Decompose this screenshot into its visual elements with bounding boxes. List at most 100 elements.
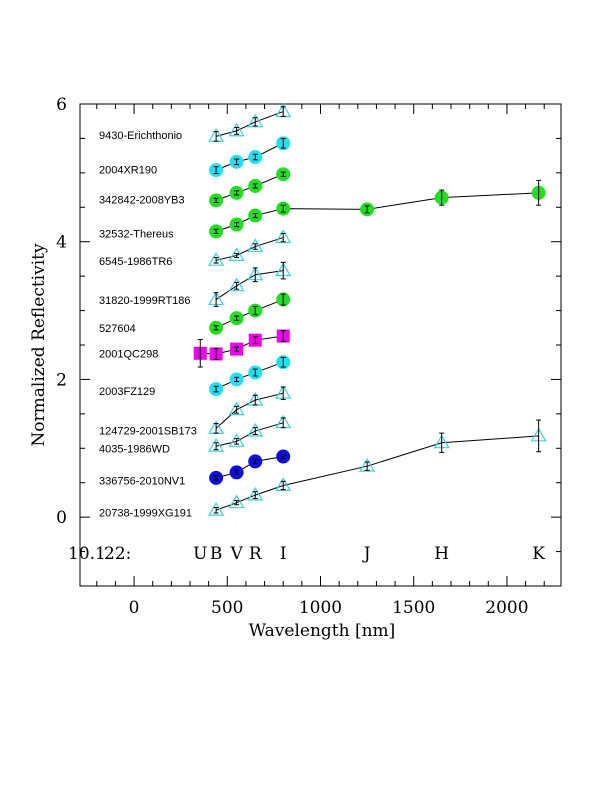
error-bar xyxy=(234,315,240,321)
x-tick-label: 1000 xyxy=(299,598,342,618)
error-bar xyxy=(252,368,258,377)
error-bar xyxy=(234,158,240,166)
data-point-triangle xyxy=(275,477,292,491)
error-bar xyxy=(280,386,286,400)
error-bar xyxy=(364,205,370,214)
series-label: 124729-2001SB173 xyxy=(99,425,197,437)
series-label: 336756-2010NV1 xyxy=(99,476,185,488)
x-tick-label: 1500 xyxy=(392,598,435,618)
x-axis-tick-labels: 0 500 1000 1500 2000 xyxy=(129,598,529,618)
error-bar xyxy=(234,252,240,259)
band-row-id: 22: xyxy=(104,544,131,564)
error-bar xyxy=(280,356,286,368)
error-bar xyxy=(252,394,258,406)
band-letter: U xyxy=(193,544,207,564)
error-bar xyxy=(364,461,370,471)
data-point-triangle xyxy=(228,433,245,447)
error-bar xyxy=(252,267,258,283)
band-letter: I xyxy=(280,544,287,564)
error-bar xyxy=(234,469,240,475)
error-bar xyxy=(234,346,240,352)
series-line xyxy=(215,111,284,137)
error-bar xyxy=(252,305,258,316)
y-axis-tick-labels: 0 2 4 6 xyxy=(56,95,67,528)
error-bar xyxy=(252,183,258,189)
band-letter: V xyxy=(229,544,243,564)
error-bar xyxy=(213,422,219,434)
data-point-triangle xyxy=(208,252,225,266)
error-bar xyxy=(234,190,240,196)
error-bar xyxy=(280,204,286,213)
x-tick-label: 0 xyxy=(129,598,140,618)
error-bar xyxy=(234,376,240,382)
series-label: 20738-1999XG191 xyxy=(99,507,192,519)
y-tick-label: 4 xyxy=(56,233,67,253)
data-point-triangle xyxy=(208,502,225,516)
error-bar xyxy=(252,243,258,250)
error-bar xyxy=(252,458,258,464)
error-bar xyxy=(536,179,542,206)
data-point-triangle xyxy=(228,277,245,292)
error-bar xyxy=(280,417,286,429)
error-bar xyxy=(213,166,219,175)
x-tick-label: 500 xyxy=(211,598,243,618)
y-tick-label: 0 xyxy=(56,508,67,528)
error-bar xyxy=(252,336,258,345)
data-point-triangle xyxy=(247,113,264,128)
series-label: 32532-Thereus xyxy=(99,228,174,240)
series-markers xyxy=(193,103,547,516)
error-bar xyxy=(536,419,542,453)
error-bar xyxy=(280,293,286,306)
y-axis-label: Normalized Reflectivity xyxy=(29,243,49,447)
series-line xyxy=(215,422,284,447)
error-bar xyxy=(213,257,219,264)
error-bar xyxy=(213,325,219,331)
error-bar xyxy=(234,126,240,135)
y-tick-label: 2 xyxy=(56,370,67,390)
error-bar xyxy=(280,480,286,491)
error-bar xyxy=(234,405,240,414)
series-label: 2004XR190 xyxy=(99,164,157,176)
error-bar xyxy=(252,491,258,500)
series-line xyxy=(215,192,539,232)
series-label: 6545-1986TR6 xyxy=(99,256,172,268)
band-letter: H xyxy=(434,544,449,564)
series-line xyxy=(215,142,284,171)
band-letter: B xyxy=(210,544,223,564)
error-bar xyxy=(280,171,286,177)
error-bar xyxy=(252,117,258,127)
error-bar xyxy=(213,228,219,234)
error-bar xyxy=(252,427,258,436)
series-line xyxy=(215,237,284,261)
y-tick-label: 6 xyxy=(56,95,67,115)
band-row-value: 10.1 xyxy=(68,544,106,564)
error-bar xyxy=(280,137,286,149)
band-letter: R xyxy=(249,544,263,564)
series-line xyxy=(215,361,284,390)
band-letter: J xyxy=(362,544,371,564)
error-bar xyxy=(280,330,286,343)
series-line xyxy=(215,392,284,429)
data-point-triangle xyxy=(228,247,245,261)
data-point-triangle xyxy=(247,238,264,253)
error-bar xyxy=(252,212,258,219)
series-line xyxy=(215,299,284,329)
data-point-triangle xyxy=(359,458,376,472)
series-line xyxy=(215,456,284,479)
error-bar xyxy=(213,475,219,481)
series-label: 9430-Erichthonio xyxy=(99,130,182,142)
data-point-triangle xyxy=(228,122,245,137)
band-letter: K xyxy=(532,544,545,564)
series-line xyxy=(215,270,284,300)
series-line xyxy=(215,173,284,201)
error-bar xyxy=(280,106,286,117)
error-bar xyxy=(439,432,445,453)
error-bar xyxy=(213,507,219,514)
series-label: 2001QC298 xyxy=(99,348,158,360)
series-label: 527604 xyxy=(99,323,136,335)
y-axis-ticks xyxy=(80,103,561,587)
data-point-triangle xyxy=(228,494,245,509)
error-bar xyxy=(234,281,240,290)
